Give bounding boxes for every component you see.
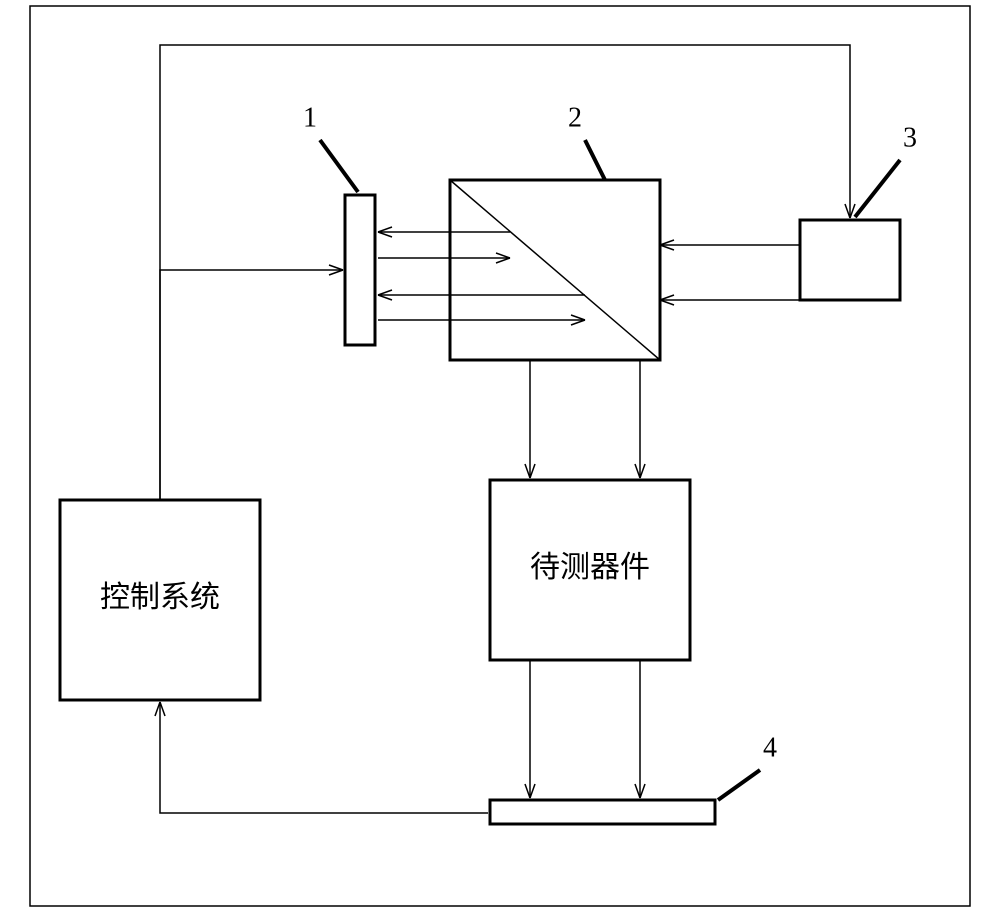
source-box xyxy=(800,220,900,300)
slm-box xyxy=(345,195,375,345)
callout-line-3 xyxy=(855,160,900,217)
callout-line-1 xyxy=(320,140,358,192)
beam-splitter-diagonal xyxy=(450,180,660,360)
dut-box-label: 待测器件 xyxy=(530,551,650,584)
callout-label-1: 1 xyxy=(303,102,317,133)
det-to-ctrl xyxy=(160,702,488,813)
callout-line-2 xyxy=(585,140,605,180)
outer-frame xyxy=(30,6,970,906)
ctrl-to-src xyxy=(160,45,850,500)
callout-label-4: 4 xyxy=(763,732,777,763)
ctrl-to-slm xyxy=(160,270,343,500)
detector-box xyxy=(490,800,715,824)
control-system-box-label: 控制系统 xyxy=(100,581,220,614)
callout-label-2: 2 xyxy=(568,102,582,133)
callout-line-4 xyxy=(718,770,760,800)
callout-label-3: 3 xyxy=(903,122,917,153)
